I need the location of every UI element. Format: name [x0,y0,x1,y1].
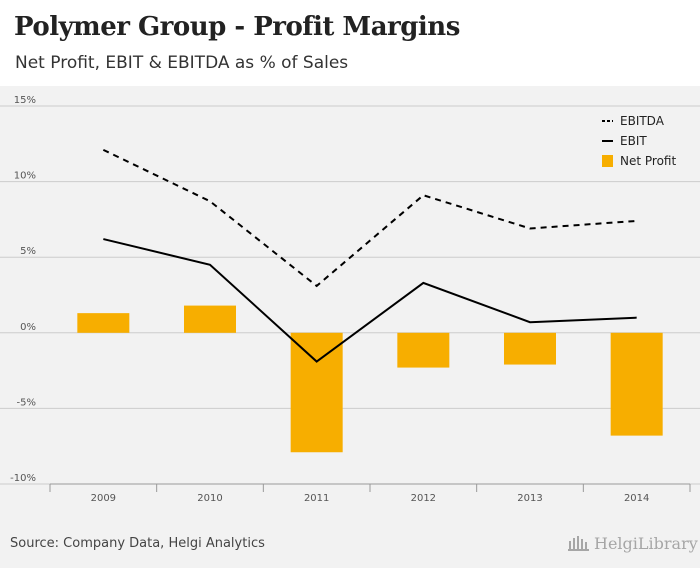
net-profit-bars [77,305,663,453]
building-icon [568,536,589,551]
source-note: Source: Company Data, Helgi Analytics [10,536,265,551]
legend: EBITDA EBIT Net Profit [602,114,676,168]
net-profit-bar [290,332,343,453]
x-tick-label: 2013 [517,493,542,504]
logo-text: HelgiLibrary [594,534,698,553]
ebit-line [103,238,637,363]
grid-lines [0,105,700,485]
legend-label: Net Profit [620,154,676,168]
net-profit-bar [77,313,130,333]
legend-label: EBITDA [620,114,665,128]
y-axis-ticks: 15% 10% 5% 0% -5% -10% [10,95,36,484]
legend-label: EBIT [620,134,647,148]
x-tick-label: 2010 [197,493,222,504]
legend-swatch-net-profit [602,155,613,167]
y-tick-label: 5% [20,246,36,257]
line-series [102,148,637,363]
net-profit-bar [397,332,450,368]
chart-subtitle: Net Profit, EBIT & EBITDA as % of Sales [15,53,349,73]
net-profit-bar [184,305,236,333]
x-tick-label: 2009 [91,493,116,504]
x-tick-label: 2012 [411,493,436,504]
x-axis: 2009 2010 2011 2012 2013 2014 [49,483,691,504]
y-tick-label: -5% [17,397,36,408]
x-tick-label: 2014 [624,493,649,504]
net-profit-bar [610,332,663,436]
x-tick-label: 2011 [304,493,329,504]
y-tick-label: -10% [10,473,36,484]
header: Polymer Group - Profit Margins Net Profi… [0,0,700,86]
y-tick-label: 15% [14,95,36,106]
y-tick-label: 0% [20,322,36,333]
ebitda-line [102,148,637,288]
chart-title: Polymer Group - Profit Margins [14,12,460,42]
net-profit-bar [504,332,556,365]
y-tick-label: 10% [14,171,36,182]
helgi-library-logo: HelgiLibrary [568,534,698,553]
